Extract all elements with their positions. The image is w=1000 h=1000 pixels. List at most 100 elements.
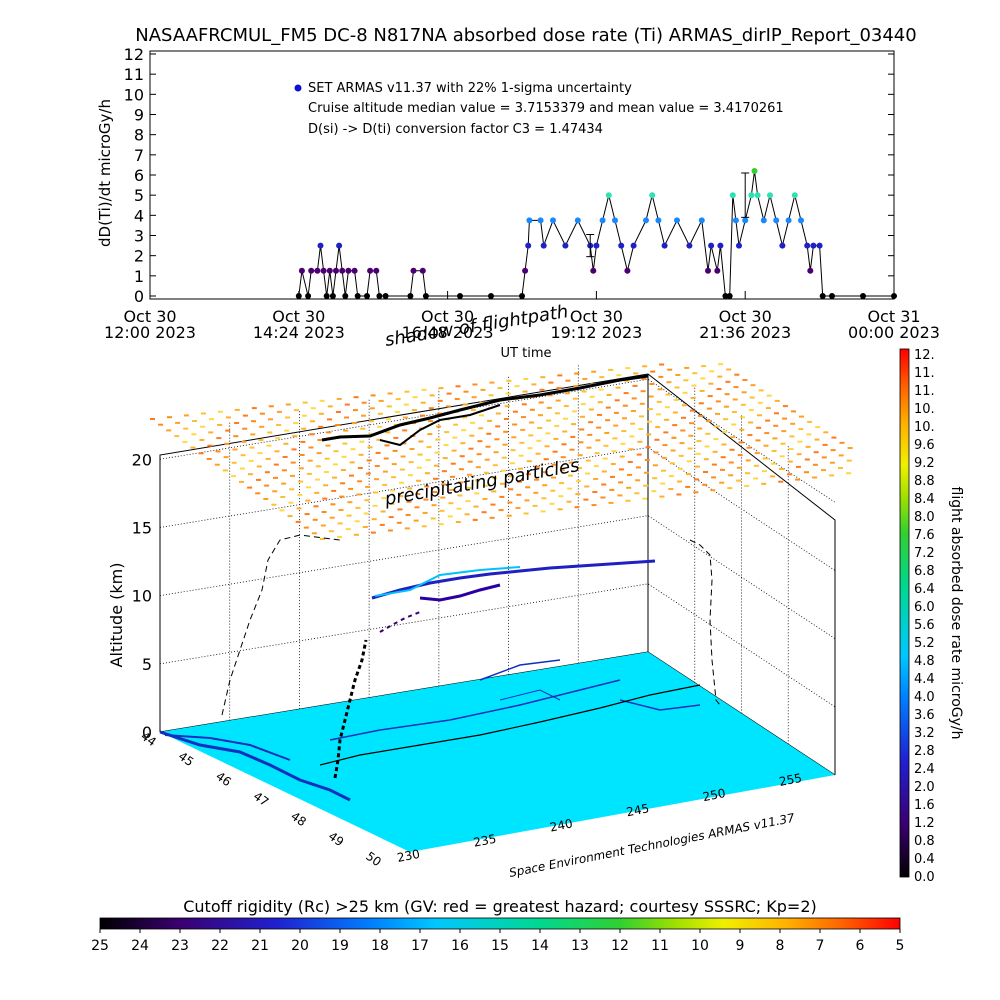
precip-mark (268, 405, 274, 408)
precip-mark (647, 408, 653, 411)
precip-mark (781, 430, 787, 433)
dose-point (810, 242, 817, 249)
precip-mark (166, 429, 172, 432)
y-tick-label: 5 (134, 186, 144, 205)
precip-mark (591, 370, 597, 373)
precip-mark (500, 482, 506, 485)
precip-mark (362, 526, 368, 528)
dose-colorbar-tick: 12. (914, 348, 935, 363)
precip-mark (279, 509, 285, 512)
precip-mark (396, 521, 402, 524)
dose-point (407, 293, 414, 299)
precip-mark (291, 448, 297, 451)
precip-mark (272, 490, 278, 493)
longitude-tick-label: 240 (549, 816, 574, 834)
precip-mark (458, 481, 464, 484)
dose-colorbar-tick: 8.8 (914, 474, 935, 489)
precip-mark (476, 453, 482, 456)
x-tick-label-line2: 16:48 2023 (402, 323, 494, 342)
precip-mark (770, 462, 776, 465)
precip-mark (761, 482, 767, 485)
precip-mark (401, 442, 407, 445)
precip-mark (787, 473, 793, 476)
precip-mark (344, 403, 350, 406)
precip-mark (440, 496, 446, 499)
precip-mark (738, 441, 744, 444)
precip-mark (756, 426, 762, 429)
precip-mark (371, 518, 377, 521)
precip-mark (361, 401, 367, 404)
precip-mark (562, 430, 568, 433)
precip-mark (703, 458, 709, 461)
precip-mark (632, 384, 638, 387)
precip-mark (296, 507, 302, 510)
precip-mark (435, 438, 441, 441)
precip-mark (509, 475, 514, 478)
dose-point (785, 217, 792, 224)
precip-mark (361, 414, 366, 417)
precip-mark (300, 440, 306, 443)
precip-mark (673, 399, 679, 401)
precip-mark (593, 478, 599, 480)
precip-mark (814, 438, 820, 441)
precip-mark (251, 407, 257, 410)
precip-mark (483, 471, 489, 474)
latitude-tick-label: 48 (288, 809, 309, 829)
precip-mark (523, 378, 529, 380)
precip-mark (369, 407, 375, 410)
precip-mark (259, 412, 265, 415)
precip-mark (731, 423, 737, 426)
precip-mark (487, 419, 493, 422)
dose-point (364, 293, 370, 299)
precip-mark (503, 430, 509, 433)
precip-mark (490, 503, 496, 506)
precip-mark (536, 439, 542, 442)
dose-point (726, 293, 733, 299)
precip-mark (791, 410, 796, 413)
precip-mark (306, 472, 312, 475)
dose-point (674, 217, 680, 224)
precip-mark (570, 435, 576, 438)
precip-mark (635, 479, 641, 482)
precip-mark (341, 455, 347, 458)
dose-point (314, 267, 321, 274)
precip-mark (563, 417, 568, 420)
precip-mark (684, 366, 690, 369)
precip-mark (365, 485, 371, 488)
precip-mark (605, 406, 611, 409)
precip-mark (469, 434, 475, 437)
precip-mark (335, 411, 341, 413)
precip-mark (497, 387, 503, 390)
precip-mark (475, 466, 481, 469)
precip-mark (600, 496, 606, 499)
precip-mark (463, 390, 469, 393)
precip-mark (709, 370, 715, 373)
precip-mark (350, 448, 356, 451)
precip-mark (782, 405, 788, 408)
precip-mark (456, 507, 462, 510)
dose-point (773, 217, 780, 224)
cutoff-colorbar-tick: 17 (411, 938, 429, 954)
precip-mark (340, 469, 346, 471)
precip-mark (757, 414, 762, 417)
precip-mark (663, 431, 669, 434)
precip-mark (715, 412, 720, 415)
precip-mark (601, 483, 607, 486)
precip-mark (511, 436, 517, 439)
x-tick-label-line1: Oct 30 (123, 307, 176, 326)
precip-mark (265, 457, 271, 460)
precip-mark (425, 459, 431, 462)
precip-mark (288, 501, 294, 504)
precip-mark (830, 449, 836, 452)
precip-mark (669, 462, 675, 465)
precip-mark (259, 425, 265, 428)
dose-point (767, 192, 773, 199)
dose-point (562, 242, 569, 249)
precip-mark (427, 433, 433, 436)
dose-colorbar-tick: 6.8 (914, 564, 935, 579)
precip-mark (745, 459, 751, 462)
precip-mark (672, 424, 678, 427)
precip-mark (521, 403, 527, 406)
precip-mark (660, 482, 666, 485)
precip-mark (540, 376, 546, 379)
